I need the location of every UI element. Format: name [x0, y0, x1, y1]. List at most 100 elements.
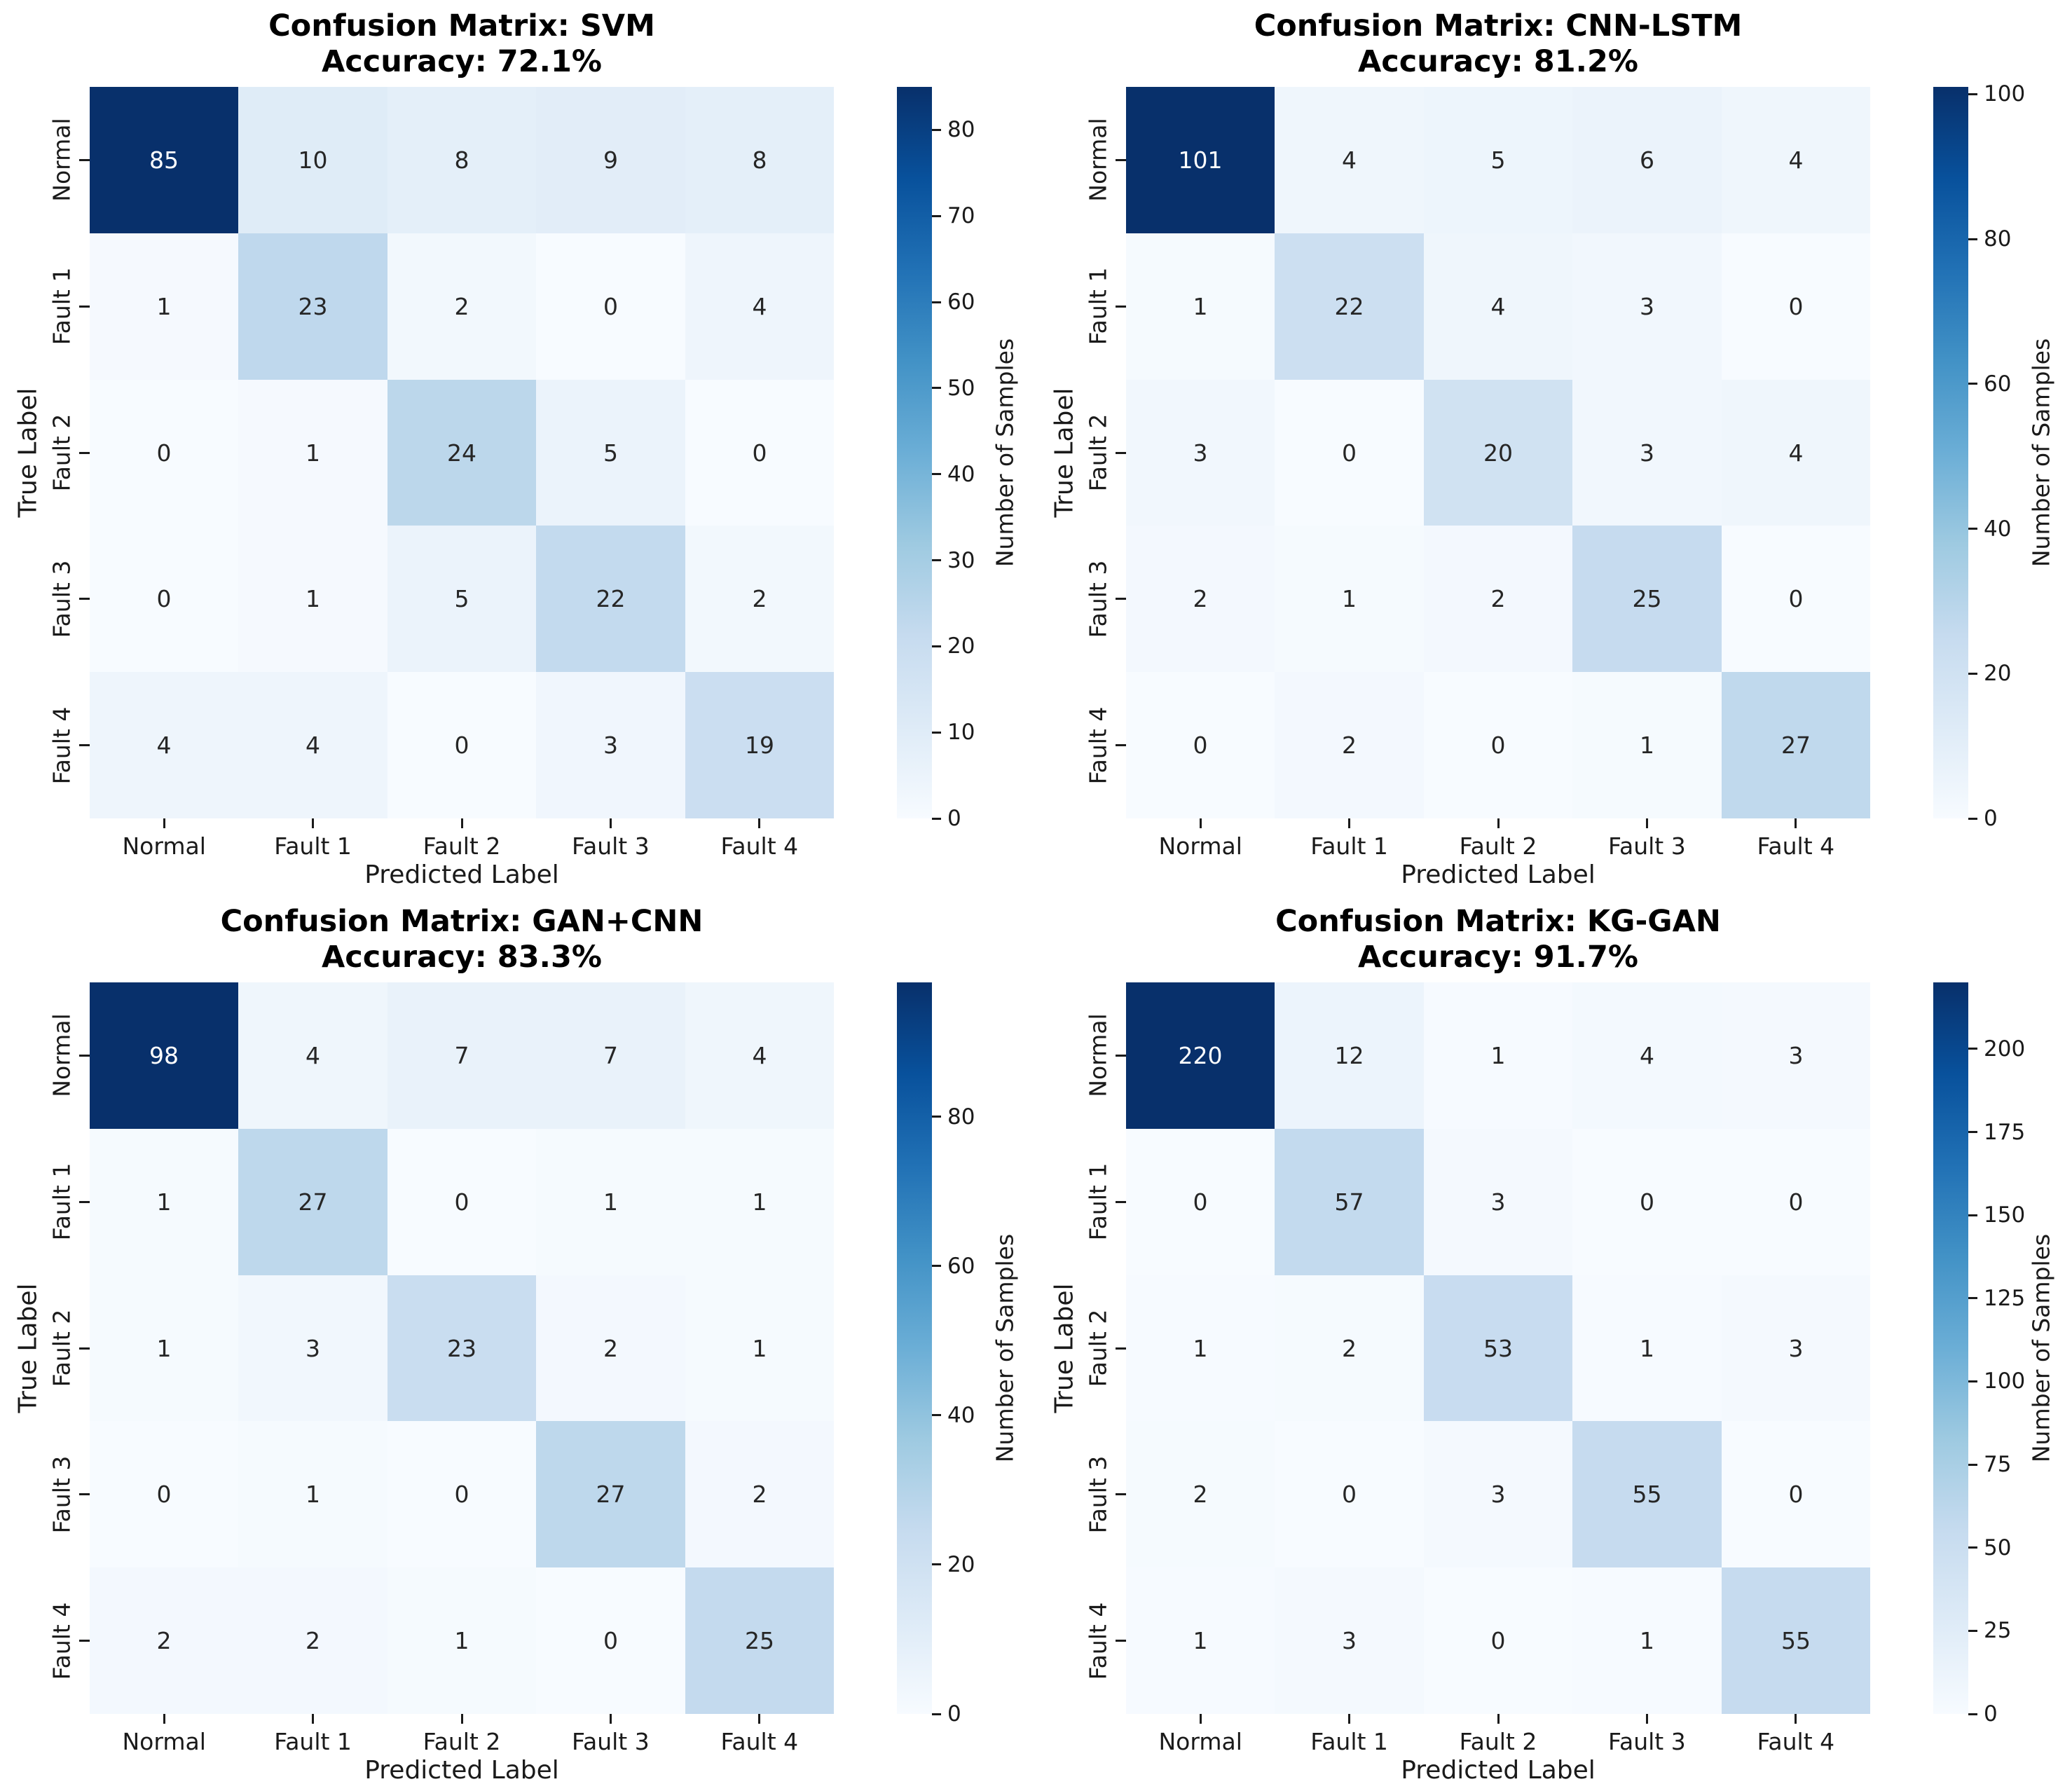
- heatmap-cell-value: 2: [1193, 585, 1208, 612]
- heatmap-grid: 85 10 8 9 8 1 23 2 0 4 0 1 24 5 0 0 1 5 22 2 4 4 0 3 19: [90, 87, 834, 818]
- y-tick-mark: [1116, 305, 1126, 308]
- x-tick-label: Fault 3: [1608, 1728, 1686, 1755]
- heatmap-cell: 1: [1572, 672, 1722, 818]
- x-tick-mark: [609, 1714, 612, 1724]
- heatmap-cell: 4: [1424, 233, 1572, 380]
- colorbar-tick-mark: [1968, 1214, 1977, 1216]
- heatmap-cell-value: 1: [306, 585, 320, 612]
- x-tick-mark: [1795, 818, 1797, 828]
- chart-title: Confusion Matrix: SVM Accuracy: 72.1%: [90, 8, 834, 80]
- heatmap-cell-value: 12: [1334, 1042, 1364, 1069]
- heatmap-cell: 9: [536, 87, 685, 233]
- heatmap-cell-value: 9: [603, 146, 618, 174]
- colorbar-tick-mark: [932, 214, 941, 217]
- heatmap-cell-value: 0: [454, 1481, 469, 1508]
- y-tick-mark: [79, 598, 90, 601]
- heatmap-cell: 1: [1126, 1275, 1275, 1421]
- heatmap-cell-value: 220: [1178, 1042, 1223, 1069]
- heatmap-cell: 8: [387, 87, 536, 233]
- heatmap-cell: 4: [685, 982, 834, 1129]
- y-tick-label: Normal: [1084, 118, 1112, 203]
- heatmap-cell: 53: [1424, 1275, 1572, 1421]
- colorbar-tick-mark: [932, 731, 941, 734]
- x-tick-label: Fault 4: [720, 832, 799, 860]
- y-axis-label: True Label: [1050, 387, 1079, 518]
- colorbar-tick-label: 150: [1984, 1202, 2026, 1228]
- colorbar-tick-mark: [1968, 1629, 1977, 1632]
- heatmap-cell-value: 25: [1632, 585, 1662, 612]
- heatmap-cell: 27: [1722, 672, 1870, 818]
- heatmap-cell: 1: [1275, 526, 1424, 672]
- y-axis-label: True Label: [1050, 1283, 1079, 1413]
- colorbar-tick-mark: [932, 387, 941, 390]
- heatmap-cell-value: 4: [306, 1042, 320, 1069]
- x-tick-label: Fault 1: [274, 1728, 352, 1755]
- heatmap-cell: 4: [685, 233, 834, 380]
- panel-cnn-lstm: Confusion Matrix: CNN-LSTM Accuracy: 81.…: [1036, 0, 2072, 895]
- y-tick-mark: [1116, 1054, 1126, 1057]
- x-tick-label: Fault 2: [423, 1728, 501, 1755]
- heatmap-cell-value: 4: [752, 1042, 767, 1069]
- heatmap-cell-value: 0: [1342, 1481, 1357, 1508]
- heatmap-cell-value: 0: [156, 1481, 172, 1508]
- heatmap-cell-value: 55: [1632, 1481, 1662, 1508]
- colorbar-tick-label: 0: [1984, 1701, 1998, 1727]
- x-tick-mark: [460, 818, 463, 828]
- heatmap-cell: 4: [1275, 87, 1424, 233]
- y-tick-label: Fault 3: [48, 560, 76, 638]
- heatmap-cell-value: 3: [1640, 293, 1654, 320]
- heatmap-cell: 98: [90, 982, 238, 1129]
- heatmap-cell: 1: [238, 1421, 387, 1567]
- heatmap-cell: 27: [536, 1421, 685, 1567]
- y-tick-mark: [1116, 598, 1126, 601]
- heatmap-cell: 12: [1275, 982, 1424, 1129]
- colorbar-label: Number of Samples: [2027, 1233, 2055, 1463]
- heatmap-cell: 101: [1126, 87, 1275, 233]
- heatmap-cell-value: 2: [1342, 1334, 1357, 1362]
- heatmap-cell-value: 2: [1490, 585, 1506, 612]
- chart-title-line: Confusion Matrix: KG-GAN: [1275, 904, 1721, 939]
- y-tick-mark: [1116, 744, 1126, 747]
- x-tick-label: Fault 3: [572, 832, 650, 860]
- heatmap-cell-value: 4: [1640, 1042, 1654, 1069]
- x-tick-mark: [312, 818, 315, 828]
- heatmap-cell: 1: [1126, 233, 1275, 380]
- heatmap-cell: 0: [536, 233, 685, 380]
- colorbar-tick-mark: [932, 1265, 941, 1268]
- heatmap-cell-value: 6: [1640, 146, 1654, 174]
- colorbar-tick-mark: [1968, 672, 1977, 675]
- chart-accuracy-line: Accuracy: 83.3%: [322, 940, 602, 975]
- heatmap-cell-value: 57: [1334, 1188, 1364, 1216]
- heatmap-cell: 4: [90, 672, 238, 818]
- y-tick-label: Fault 1: [1084, 1162, 1112, 1241]
- heatmap-cell-value: 3: [1490, 1481, 1506, 1508]
- heatmap-cell-value: 1: [1490, 1042, 1506, 1069]
- chart-title-line: Confusion Matrix: GAN+CNN: [220, 904, 704, 939]
- x-tick-label: Normal: [1158, 1728, 1242, 1755]
- heatmap-cell: 3: [238, 1275, 387, 1421]
- heatmap-cell: 4: [1572, 982, 1722, 1129]
- x-tick-label: Fault 2: [423, 832, 501, 860]
- heatmap-cell: 19: [685, 672, 834, 818]
- heatmap-cell: 1: [1572, 1567, 1722, 1714]
- heatmap-cell-value: 0: [156, 585, 172, 612]
- heatmap-cell-value: 0: [156, 439, 172, 467]
- heatmap-cell: 2: [1275, 672, 1424, 818]
- heatmap-cell: 0: [90, 1421, 238, 1567]
- heatmap-cell-value: 4: [1490, 293, 1506, 320]
- y-tick-mark: [79, 158, 90, 161]
- colorbar-tick-label: 80: [947, 117, 975, 143]
- heatmap-cell: 0: [1572, 1129, 1722, 1275]
- colorbar-tick-label: 40: [947, 461, 975, 487]
- heatmap-cell: 0: [1126, 672, 1275, 818]
- x-tick-label: Fault 3: [1608, 832, 1686, 860]
- heatmap-cell: 2: [1126, 526, 1275, 672]
- heatmap-cell: 3: [1572, 380, 1722, 526]
- heatmap-cell: 1: [1424, 982, 1572, 1129]
- y-tick-mark: [79, 1347, 90, 1350]
- heatmap-cell-value: 19: [745, 732, 774, 759]
- heatmap-cell: 2: [238, 1567, 387, 1714]
- heatmap-cell: 0: [1722, 1421, 1870, 1567]
- heatmap-cell: 4: [1722, 87, 1870, 233]
